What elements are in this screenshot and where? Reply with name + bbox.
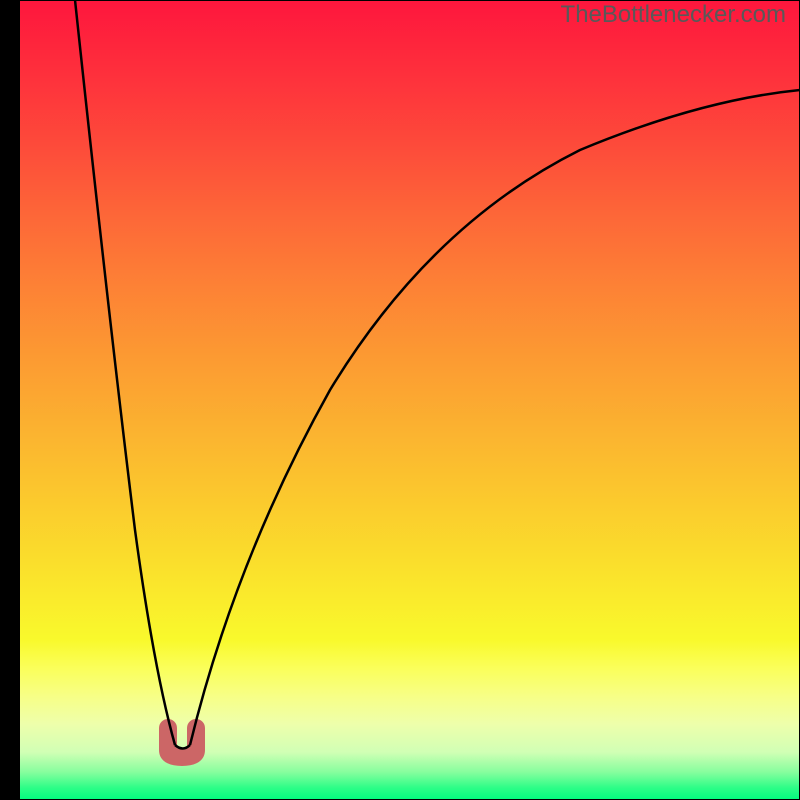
chart-stage: TheBottlenecker.com bbox=[0, 0, 800, 800]
curve-valley bbox=[175, 745, 190, 749]
watermark-text: TheBottlenecker.com bbox=[561, 0, 786, 30]
curve-left-branch bbox=[75, 0, 175, 745]
curve-right-branch bbox=[190, 90, 800, 745]
bottleneck-curve bbox=[0, 0, 800, 800]
